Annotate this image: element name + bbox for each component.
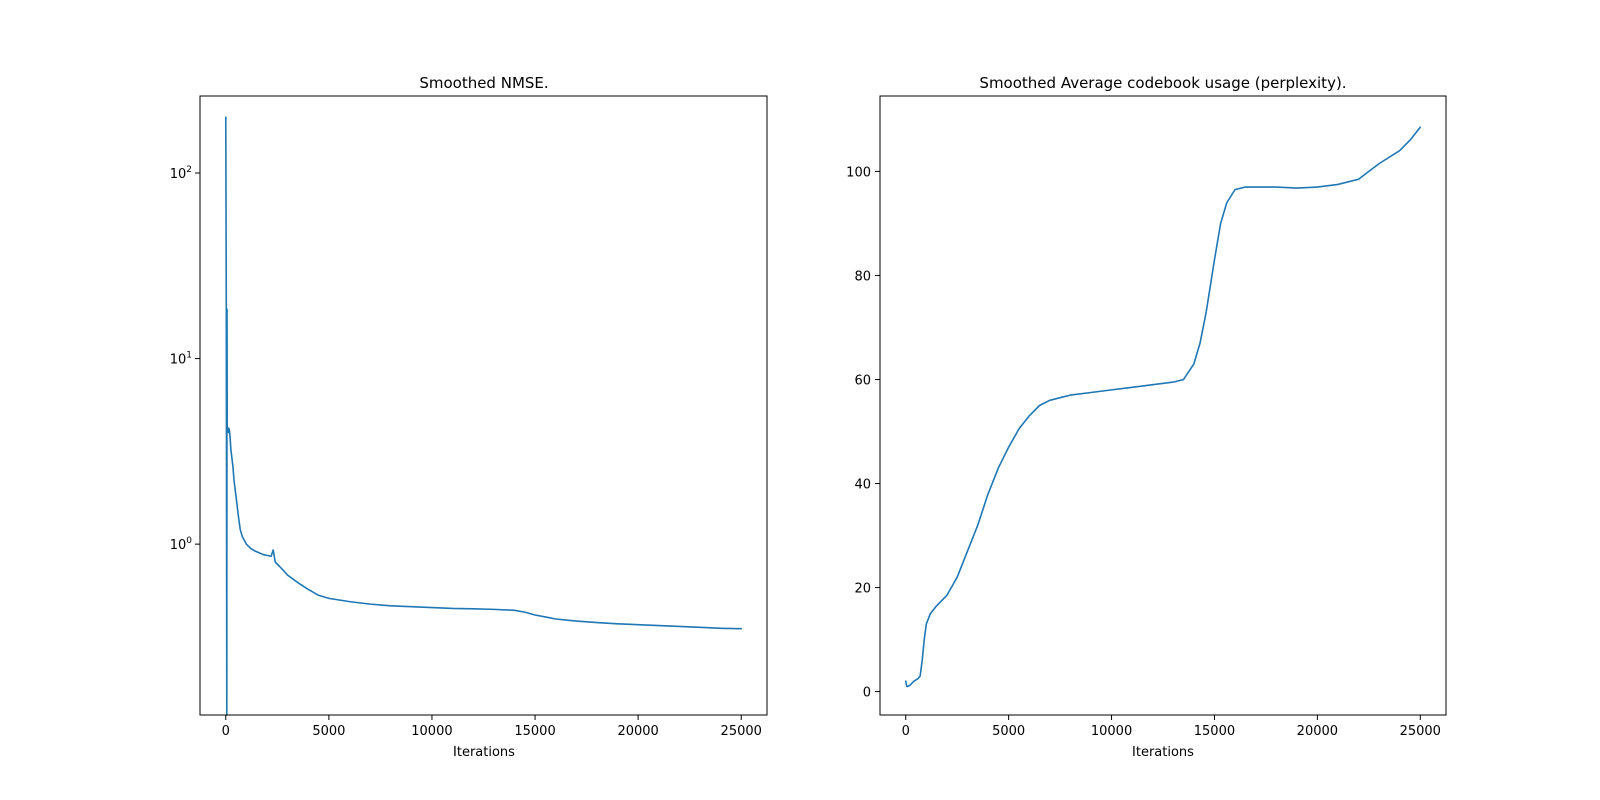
perplexity-x-axis-label: Iterations <box>1132 745 1194 760</box>
nmse-x-tick-label: 15000 <box>514 724 555 739</box>
perplexity-y-tick-label: 80 <box>854 269 871 284</box>
perplexity-y-tick-label: 60 <box>854 373 871 388</box>
nmse-x-tick-label: 0 <box>222 724 230 739</box>
perplexity-x-tick-label: 15000 <box>1194 724 1235 739</box>
perplexity-plot-frame <box>879 95 1447 716</box>
nmse-y-tick-label: 100 <box>170 536 193 553</box>
nmse-y-tick-label: 102 <box>170 165 192 182</box>
perplexity-x-tick-label: 20000 <box>1297 724 1338 739</box>
nmse-plot: Smoothed NMSE. 0 5000 10000 15000 20000 25000… <box>170 74 768 760</box>
perplexity-y-tick-label: 0 <box>863 686 871 701</box>
nmse-x-tick-label: 25000 <box>721 724 762 739</box>
perplexity-series-line <box>904 126 1422 688</box>
perplexity-plot: Smoothed Average codebook usage (perplex… <box>846 74 1447 760</box>
nmse-x-tick-label: 20000 <box>617 724 658 739</box>
perplexity-x-tick-label: 0 <box>902 724 910 739</box>
nmse-plot-title: Smoothed NMSE. <box>419 74 548 92</box>
nmse-x-tick-label: 5000 <box>312 724 345 739</box>
perplexity-y-tick-label: 40 <box>854 478 871 493</box>
nmse-plot-frame <box>199 95 768 716</box>
perplexity-plot-ticks: 0 5000 10000 15000 20000 25000 0 20 40 60 80 100 <box>846 165 1441 739</box>
perplexity-x-tick-label: 25000 <box>1400 724 1441 739</box>
perplexity-y-tick-label: 20 <box>854 582 871 597</box>
nmse-plot-ticks: 0 5000 10000 15000 20000 25000 100 101 102 <box>170 165 762 739</box>
perplexity-x-tick-label: 5000 <box>992 724 1025 739</box>
nmse-series-line <box>224 116 743 716</box>
perplexity-plot-title: Smoothed Average codebook usage (perplex… <box>979 74 1346 92</box>
nmse-y-tick-label: 101 <box>170 351 192 368</box>
nmse-x-axis-label: Iterations <box>453 745 515 760</box>
perplexity-x-tick-label: 10000 <box>1091 724 1132 739</box>
perplexity-y-tick-label: 100 <box>846 165 871 180</box>
nmse-x-tick-label: 10000 <box>411 724 452 739</box>
